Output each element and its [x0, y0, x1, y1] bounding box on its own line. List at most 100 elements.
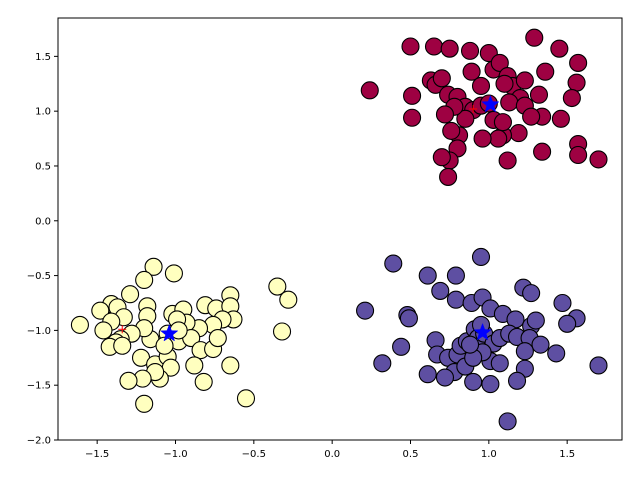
scatter-point [464, 372, 483, 391]
x-tick-label: −0.5 [242, 449, 266, 460]
scatter-point [424, 37, 444, 56]
scatter-point [236, 389, 256, 408]
scatter-point [490, 53, 509, 72]
x-tick-label: 1.5 [559, 449, 575, 460]
scatter-point [356, 301, 375, 320]
y-tick-label: −1.0 [27, 326, 51, 337]
y-tick-label: 1.0 [35, 107, 51, 118]
scatter-point [360, 81, 379, 100]
scatter-point [509, 124, 528, 143]
scatter-point [119, 371, 138, 390]
scatter-point [558, 314, 577, 333]
cluster-center-star [159, 323, 179, 342]
true-center-marker [118, 325, 127, 334]
y-tick-label: −1.5 [27, 381, 51, 392]
scatter-point [418, 266, 437, 285]
scatter-point [495, 74, 514, 93]
series-cluster-lower-left [70, 257, 298, 413]
scatter-point [446, 290, 465, 309]
y-tick-label: −0.5 [27, 271, 51, 282]
scatter-point [536, 62, 555, 81]
scatter-point [515, 342, 534, 361]
scatter-point [135, 270, 154, 290]
scatter-point [432, 69, 451, 88]
x-tick-label: 0.5 [403, 449, 419, 460]
scatter-point [268, 277, 287, 296]
y-tick-label: 1.5 [35, 52, 51, 63]
scatter-point [70, 315, 89, 334]
scatter-point [551, 109, 570, 128]
scatter-point [567, 73, 586, 92]
scatter-point [525, 28, 544, 47]
scatter-point [531, 335, 550, 354]
plot-area: −1.5 −1.0 −0.5 0.0 0.5 1.0 1.5 −2.0 −1.5 −1.0 −0.5… [27, 17, 623, 460]
scatter-point [373, 354, 392, 373]
scatter-point [489, 129, 508, 148]
scatter-point [279, 290, 298, 309]
scatter-point [500, 93, 519, 112]
scatter-point [460, 335, 480, 354]
true-center-marker [469, 104, 478, 113]
y-tick-label: 0.5 [35, 161, 51, 172]
scatter-point [221, 356, 240, 375]
scatter-point [462, 62, 481, 81]
scatter-point [91, 301, 110, 320]
scatter-point [473, 129, 492, 148]
scatter-point [144, 257, 163, 276]
scatter-point [522, 284, 541, 303]
scatter-point [481, 375, 500, 394]
axes-frame [57, 17, 623, 441]
scatter-point [440, 39, 459, 58]
scatter-point [526, 311, 545, 330]
scatter-point [435, 368, 455, 387]
scatter-point [562, 88, 581, 108]
scatter-point [569, 145, 588, 165]
cluster-center-star [481, 94, 500, 113]
scatter-point [155, 336, 174, 355]
x-tick-label: 0.0 [324, 449, 340, 460]
scatter-point [403, 86, 422, 105]
x-tick-label: 1.0 [481, 449, 497, 460]
scatter-point [431, 281, 450, 300]
scatter-point [446, 266, 465, 285]
scatter-point [164, 264, 183, 283]
scatter-point [432, 148, 451, 167]
scatter-point [471, 76, 491, 96]
scatter-point [589, 150, 608, 169]
scatter-point [442, 121, 461, 140]
scatter-point [493, 113, 512, 132]
scatter-point [113, 336, 132, 355]
scatter-point [522, 107, 541, 126]
scatter-point [392, 337, 411, 356]
scatter-point [456, 109, 475, 128]
scatter-point [529, 85, 549, 104]
x-tick-label: −1.0 [163, 449, 187, 460]
scatter-point [399, 309, 418, 328]
scatter-point [121, 285, 140, 304]
scatter-point [135, 394, 154, 413]
scatter-point [553, 293, 572, 313]
scatter-point [490, 354, 509, 373]
scatter-point [403, 108, 422, 127]
scatter-point [94, 321, 113, 340]
y-tick-label: 0.0 [35, 216, 51, 227]
series-cluster-lower-right [356, 247, 608, 431]
scatter-point [515, 71, 534, 90]
scatter-point [401, 37, 420, 56]
scatter-point [208, 329, 227, 348]
scatter-point [589, 356, 608, 375]
series-cluster-upper-right [360, 28, 608, 186]
scatter-point [185, 356, 204, 375]
scatter-point [272, 322, 292, 341]
scatter-point [384, 254, 403, 273]
scatter-point [418, 365, 437, 384]
y-tick-label: −2.0 [27, 436, 51, 447]
scatter-point [194, 372, 213, 391]
scatter-point [439, 167, 458, 186]
scatter-point [507, 371, 527, 390]
cluster-center-star [473, 322, 492, 341]
scatter-point [569, 53, 588, 72]
scatter-point [498, 151, 517, 170]
scatter-point [435, 105, 455, 124]
